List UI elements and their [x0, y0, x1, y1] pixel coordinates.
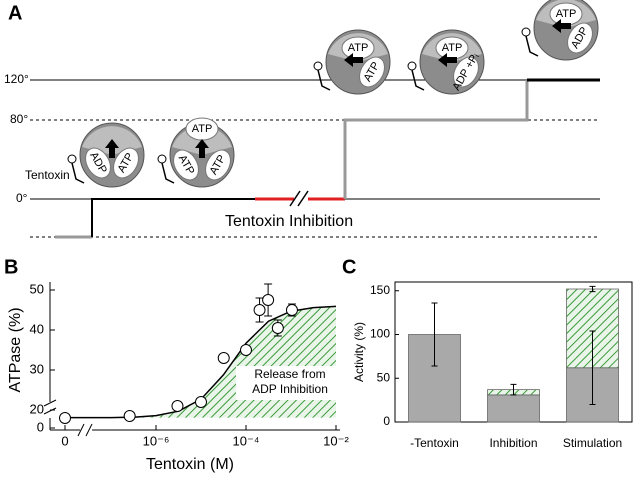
tentoxin-label: Tentoxin: [25, 168, 70, 182]
subunit: [85, 147, 111, 179]
y-axis-label: Activity (%): [352, 322, 366, 382]
data-point: [240, 344, 252, 356]
bar: [487, 394, 540, 423]
trace: [91, 198, 255, 237]
x-tick-label: 10⁻⁶: [143, 433, 170, 448]
lever-head: [67, 154, 77, 164]
subunit-label: ATP: [192, 123, 213, 135]
axis-break: [43, 407, 57, 415]
axis-break: [43, 399, 57, 407]
y-tick-label: 50: [377, 370, 391, 384]
rotation-arrow: [552, 19, 571, 33]
data-point: [217, 352, 230, 364]
subunit: [173, 149, 199, 181]
y-tick-label: 150: [370, 283, 390, 297]
data-point: [262, 294, 275, 306]
subunit-label: ATP: [348, 42, 369, 54]
y-axis-label: ATPase (%): [7, 307, 24, 392]
lever: [525, 35, 539, 57]
x-axis-label: Tentoxin (M): [146, 456, 234, 473]
break: [289, 190, 301, 207]
x-tick-label: Stimulation: [563, 436, 622, 450]
annotation-line: ADP Inhibition: [252, 382, 328, 396]
subunit: [453, 56, 479, 88]
y-tick-label: 100: [370, 327, 390, 341]
y-tick-label: 50: [30, 281, 44, 296]
lever: [71, 162, 85, 184]
panel-a: A 120° 80° 0° Tentoxin Tentoxin Inhibiti…: [4, 0, 600, 239]
level-label: 0°: [16, 191, 28, 205]
y-tick-label: 40: [30, 321, 44, 336]
break: [297, 190, 309, 207]
lever: [317, 69, 331, 91]
trace: [343, 80, 529, 199]
subunit-label: ATP: [442, 42, 463, 54]
rotation-arrow: [105, 139, 119, 158]
rotation-arrow: [438, 53, 457, 67]
annotation-bg: [236, 366, 344, 400]
level-label: 120°: [4, 72, 29, 86]
lever: [161, 162, 175, 184]
data-point: [59, 412, 71, 424]
panel-b: B 0 20 30 40 50 0 10⁻⁶ 10⁻⁴ 10⁻² Tentoxin (M) ATPa…: [4, 256, 349, 473]
motor: ADP ATP: [67, 122, 145, 188]
panel-c: C 0 50 100 150 Activity (%) -Tentoxin Inhibiti…: [342, 256, 633, 450]
lever-head: [313, 61, 323, 71]
y-tick-label: 0: [37, 419, 44, 434]
lever-head: [157, 154, 167, 164]
data-point: [171, 400, 184, 412]
x-tick-label: -Tentoxin: [410, 436, 459, 450]
subunit: [359, 56, 385, 88]
subunit: [113, 147, 139, 179]
subunit-label: ATP: [556, 8, 577, 20]
panel-label: C: [342, 256, 356, 278]
y-tick-label: 0: [383, 414, 390, 428]
panel-label: B: [4, 256, 18, 278]
fit-line: [110, 305, 337, 419]
x-tick-label: Inhibition: [489, 436, 537, 450]
subunit: [205, 149, 231, 181]
y-tick-label: 20: [30, 401, 44, 416]
annotation: Release from ADP Inhibition: [252, 367, 328, 396]
data-point: [195, 396, 207, 408]
data-point: [123, 410, 136, 422]
panel-label: A: [8, 2, 22, 24]
rotation-arrow: [195, 139, 209, 158]
lever: [411, 69, 425, 91]
subunit: [567, 22, 593, 54]
lever-head: [407, 61, 417, 71]
rotation-arrow: [344, 53, 363, 67]
data-point: [285, 304, 298, 316]
trace-label: Tentoxin Inhibition: [225, 213, 353, 230]
break: [294, 190, 308, 208]
lever-head: [521, 27, 531, 37]
data-point: [271, 322, 284, 334]
axis-break: [85, 423, 93, 437]
x-tick-label: 10⁻²: [323, 433, 349, 448]
axis-break: [77, 423, 85, 437]
x-tick-label: 0: [61, 433, 68, 448]
data-point: [253, 304, 266, 316]
annotation-line: Release from: [254, 367, 325, 381]
y-tick-label: 30: [30, 361, 44, 376]
level-label: 80°: [10, 112, 28, 126]
x-tick-label: 10⁻⁴: [233, 433, 260, 448]
